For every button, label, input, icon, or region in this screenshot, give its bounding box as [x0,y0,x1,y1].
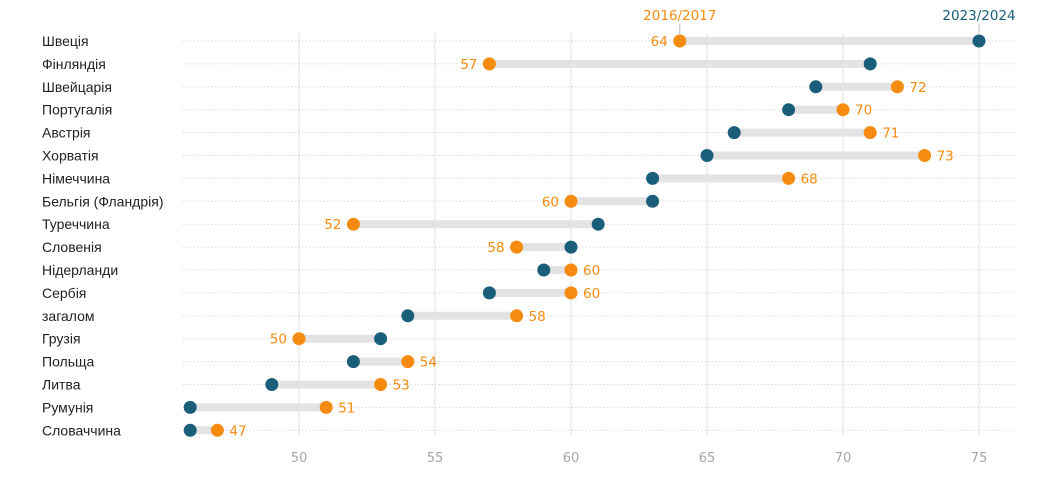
dot-2023-2024 [183,400,197,414]
dot-2016-2017 [564,286,578,300]
x-tick-label: 60 [563,451,580,466]
dot-2016-2017 [673,34,687,48]
dot-2016-2017 [918,149,932,162]
dot-2016-2017 [482,57,496,71]
category-label: Грузія [42,331,81,347]
dot-2016-2017 [401,355,415,369]
dot-2016-2017 [510,240,524,254]
dot-2023-2024 [591,217,605,231]
dot-2023-2024 [482,286,496,300]
value-label-2016-2017: 53 [393,378,410,394]
category-label: Словаччина [42,422,121,438]
value-label-2016-2017: 54 [420,355,437,371]
value-label-2016-2017: 64 [651,34,668,50]
category-label: загалом [42,308,95,324]
category-label: Хорватія [42,148,99,164]
dot-2016-2017 [374,378,388,391]
dot-2016-2017 [890,80,904,94]
dot-2023-2024 [564,240,578,254]
category-label: Німеччина [42,170,110,186]
dot-2023-2024 [374,332,388,346]
dot-2016-2017 [210,423,224,437]
grid-layer [183,33,1015,436]
category-label: Фінляндія [42,56,106,72]
dot-2023-2024 [809,80,823,94]
dot-2016-2017 [782,171,796,185]
category-label: Австрія [42,125,91,141]
value-label-2016-2017: 72 [909,80,926,96]
dot-2023-2024 [700,149,714,162]
x-tick-label: 55 [427,451,444,466]
category-label: Литва [42,377,81,393]
dot-2023-2024 [183,423,197,437]
value-label-2016-2017: 51 [338,400,355,416]
x-tick-label: 75 [971,451,988,466]
legend-label-2016-2017: 2016/2017 [643,8,716,24]
dot-2023-2024 [646,194,660,208]
category-label: Румунія [42,399,93,415]
value-label-2016-2017: 52 [324,217,341,233]
dot-2016-2017 [346,217,360,231]
value-label-2016-2017: 58 [487,240,504,256]
category-label: Сербія [42,285,86,301]
dot-2016-2017 [836,103,850,117]
dot-2016-2017 [292,332,306,346]
legend-label-2023-2024: 2023/2024 [942,8,1015,24]
value-label-2016-2017: 50 [270,332,287,348]
value-label-2016-2017: 60 [542,194,559,210]
category-label: Португалія [42,102,112,118]
category-label: Швеція [42,33,89,49]
dot-2023-2024 [727,126,741,140]
category-label: Словенія [42,239,102,255]
row-layer: Швеція 64 Фінляндія 57 Швейцарія 72 Португалія… [42,33,986,439]
value-label-2016-2017: 73 [937,149,954,165]
legend: 2016/2017 2023/2024 [643,8,1016,35]
category-label: Польща [42,354,95,370]
dot-2016-2017 [863,126,877,140]
dot-2023-2024 [782,103,796,117]
dot-2016-2017 [564,194,578,208]
value-label-2016-2017: 58 [529,309,546,325]
x-axis-ticks: 50 55 60 65 70 75 [291,451,988,466]
value-label-2016-2017: 47 [229,423,246,439]
value-label-2016-2017: 60 [583,286,600,302]
dot-2023-2024 [646,171,660,185]
dot-2016-2017 [510,309,524,323]
category-label: Швейцарія [42,79,112,95]
dot-2016-2017 [564,263,578,277]
value-label-2016-2017: 57 [460,57,477,73]
category-label: Бельгія (Фландрія) [42,193,164,209]
dot-2023-2024 [265,378,279,391]
dot-2023-2024 [537,263,551,277]
value-label-2016-2017: 68 [801,171,818,187]
value-label-2016-2017: 60 [583,263,600,279]
dot-2023-2024 [346,355,360,369]
category-label: Нідерланди [42,262,118,278]
value-label-2016-2017: 70 [855,103,872,119]
dot-2016-2017 [319,400,333,414]
x-tick-label: 65 [699,451,716,466]
dot-2023-2024 [401,309,415,323]
x-tick-label: 70 [835,451,852,466]
category-label: Туреччина [42,216,110,232]
x-tick-label: 50 [291,451,308,466]
dot-2023-2024 [972,34,986,48]
value-label-2016-2017: 71 [882,126,899,142]
dot-2023-2024 [863,57,877,71]
